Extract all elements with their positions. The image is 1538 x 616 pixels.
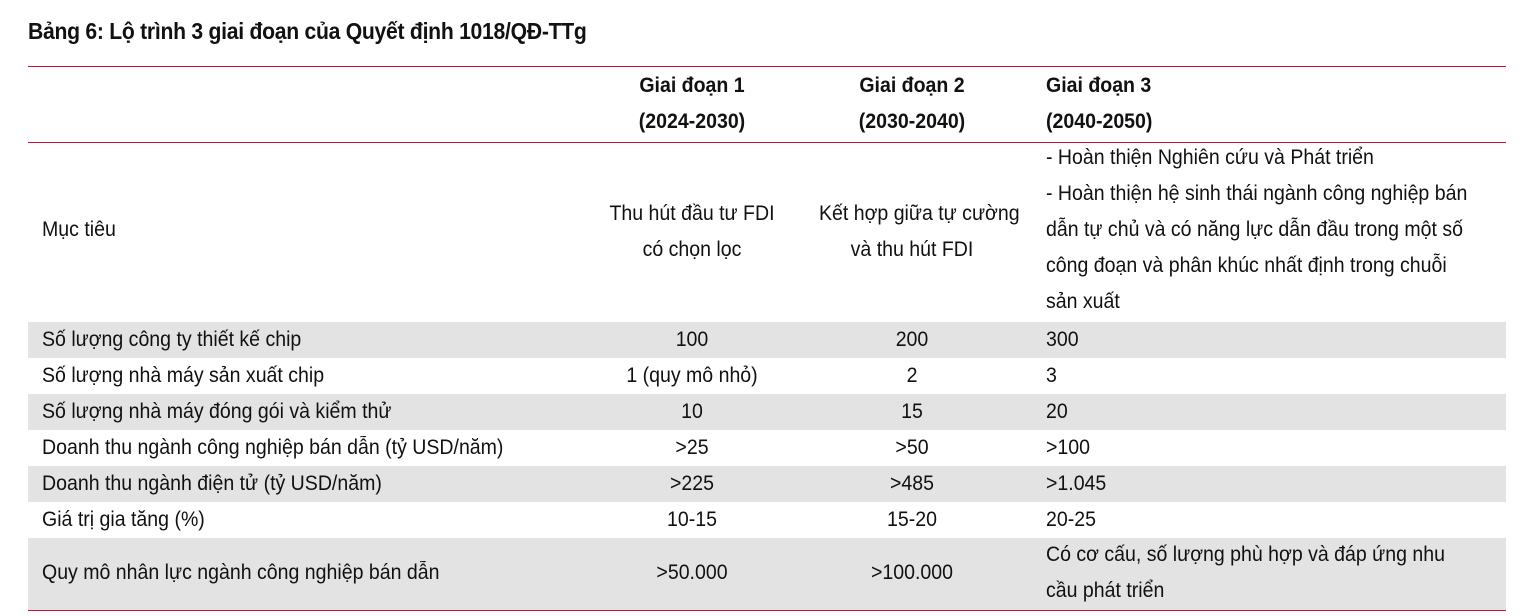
row-value-phase-3: 3	[1046, 364, 1057, 387]
row-value-phase-2: 15	[901, 400, 923, 423]
row-value-phase-1: 10	[681, 400, 703, 423]
row-label: Doanh thu ngành điện tử (tỷ USD/năm)	[42, 472, 382, 495]
row-label: Số lượng công ty thiết kế chip	[42, 328, 302, 351]
row-value-phase-2: >100.000	[870, 561, 954, 584]
row-value-phase-1: 100	[675, 328, 709, 351]
row-shade	[28, 394, 1506, 430]
header-phase-3: Giai đoạn 3 (2040-2050)	[1046, 74, 1153, 133]
row-value-phase-3: Có cơ cấu, số lượng phù hợp và đáp ứng n…	[1046, 543, 1445, 602]
row-value-phase-3: >100	[1046, 436, 1091, 459]
row-shade	[28, 322, 1506, 358]
objective-phase-3: - Hoàn thiện Nghiên cứu và Phát triển - …	[1046, 146, 1468, 313]
row-label: Giá trị gia tăng (%)	[42, 508, 205, 531]
row-value-phase-3: >1.045	[1046, 472, 1107, 495]
row-label: Quy mô nhân lực ngành công nghiệp bán dẫ…	[42, 561, 440, 584]
row-value-phase-2: 15-20	[887, 508, 937, 531]
row-value-phase-1: 1 (quy mô nhỏ)	[626, 364, 758, 387]
header-phase-2: Giai đoạn 2 (2030-2040)	[858, 74, 966, 133]
row-value-phase-1: >225	[669, 472, 715, 495]
table-title: Bảng 6: Lộ trình 3 giai đoạn của Quyết đ…	[28, 18, 587, 44]
objective-phase-2: Kết hợp giữa tự cường và thu hút FDI	[819, 202, 1020, 261]
row-value-phase-3: 300	[1046, 328, 1079, 351]
row-value-phase-3: 20	[1046, 400, 1068, 423]
row-value-phase-1: >25	[675, 436, 709, 459]
header-rule	[28, 142, 1506, 143]
header-phase-1: Giai đoạn 1 (2024-2030)	[638, 74, 746, 133]
objective-label: Mục tiêu	[42, 218, 116, 241]
row-value-phase-1: 10-15	[667, 508, 717, 531]
row-value-phase-2: >50	[895, 436, 929, 459]
row-shade	[28, 466, 1506, 502]
row-label: Số lượng nhà máy sản xuất chip	[42, 364, 325, 387]
row-label: Doanh thu ngành công nghiệp bán dẫn (tỷ …	[42, 436, 504, 459]
bottom-rule	[28, 610, 1506, 611]
row-value-phase-2: 200	[895, 328, 929, 351]
objective-phase-1: Thu hút đầu tư FDI có chọn lọc	[609, 202, 775, 261]
row-value-phase-2: 2	[906, 364, 918, 387]
row-value-phase-3: 20-25	[1046, 508, 1096, 531]
row-shade	[28, 538, 1506, 610]
top-rule	[28, 66, 1506, 67]
row-value-phase-2: >485	[889, 472, 935, 495]
row-label: Số lượng nhà máy đóng gói và kiểm thử	[42, 400, 392, 423]
row-value-phase-1: >50.000	[656, 561, 728, 584]
